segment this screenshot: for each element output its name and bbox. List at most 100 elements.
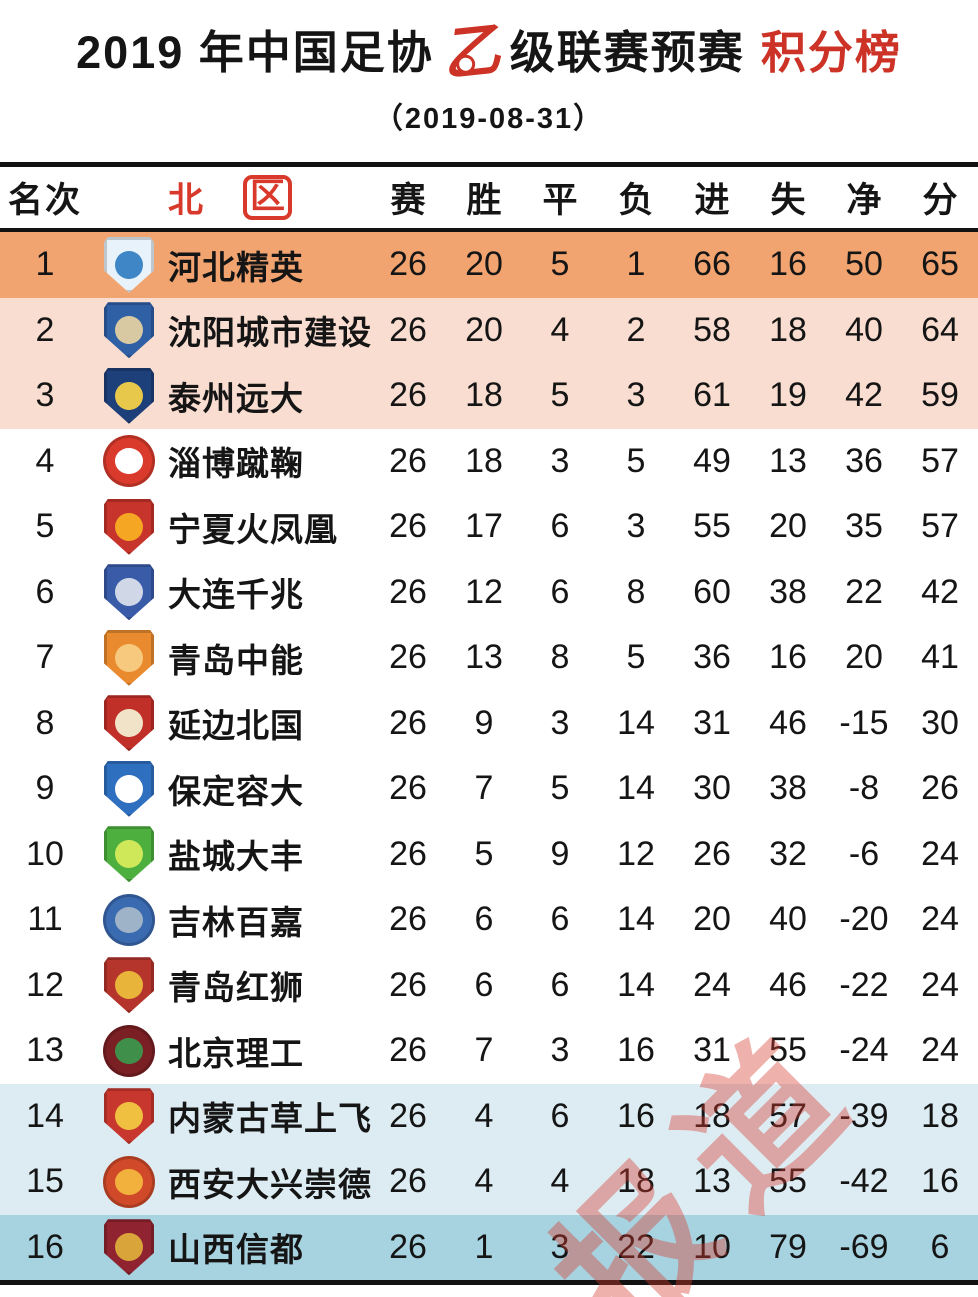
team-crest-inner-icon bbox=[114, 906, 144, 933]
stat-cell: 14 bbox=[617, 769, 655, 808]
team-crest-inner-icon bbox=[115, 250, 143, 279]
stat-cell: 59 bbox=[921, 376, 959, 415]
stat-cell: 12 bbox=[465, 572, 503, 611]
page-title: 2019 年中国足协 乙 级联赛预赛 积分榜 bbox=[0, 17, 978, 88]
stat-column-header: 进 bbox=[694, 181, 730, 220]
stat-column-header: 赛 bbox=[390, 181, 426, 220]
stat-cell: 13 bbox=[769, 441, 807, 480]
stat-cell: 24 bbox=[921, 1031, 959, 1070]
stat-cell: 26 bbox=[389, 703, 427, 742]
stat-cell: 55 bbox=[769, 1162, 807, 1201]
team-crest-icon bbox=[104, 564, 154, 621]
team-logo-cell bbox=[90, 367, 168, 424]
team-name-cell: 青岛中能 bbox=[168, 641, 304, 679]
stat-cell: 20 bbox=[769, 507, 807, 546]
team-crest-inner-icon bbox=[115, 774, 143, 803]
table-row: 16 山西信都 26 1 3 22 10 79 -69 6 bbox=[0, 1214, 978, 1280]
stat-column-header: 失 bbox=[770, 181, 806, 220]
stat-column-header: 分 bbox=[922, 181, 958, 220]
team-crest-icon bbox=[104, 236, 154, 293]
stat-cell: 18 bbox=[769, 310, 807, 349]
team-crest-icon bbox=[104, 957, 154, 1014]
stat-cell: 50 bbox=[845, 245, 883, 284]
stat-cell: 18 bbox=[617, 1162, 655, 1201]
stat-cell: 3 bbox=[550, 703, 570, 742]
team-crest-inner-icon bbox=[115, 381, 143, 410]
stat-cell: 12 bbox=[617, 834, 655, 873]
team-logo-cell bbox=[90, 893, 168, 946]
stat-cell: 6 bbox=[550, 1096, 570, 1135]
team-crest-inner-icon bbox=[114, 1037, 144, 1064]
team-name-cell: 青岛红狮 bbox=[168, 969, 304, 1007]
team-crest-inner-icon bbox=[115, 578, 143, 607]
stat-cell: 20 bbox=[465, 310, 503, 349]
stat-cell: 26 bbox=[389, 965, 427, 1004]
table-row: 11 吉林百嘉 26 6 6 14 20 40 -20 24 bbox=[0, 887, 978, 953]
team-crest-icon bbox=[103, 1155, 155, 1208]
rank-cell: 10 bbox=[26, 834, 64, 873]
stat-cell: 79 bbox=[769, 1227, 807, 1266]
team-crest-icon bbox=[104, 826, 154, 883]
stat-cell: 46 bbox=[769, 965, 807, 1004]
stat-cell: 19 bbox=[769, 376, 807, 415]
stat-cell: 57 bbox=[921, 507, 959, 546]
stat-cell: 20 bbox=[465, 245, 503, 284]
stat-cell: 4 bbox=[550, 1162, 570, 1201]
title-suffix: 级联赛预赛 bbox=[509, 27, 745, 79]
team-crest-inner-icon bbox=[115, 1102, 143, 1131]
table-row: 8 延边北国 26 9 3 14 31 46 -15 30 bbox=[0, 690, 978, 756]
table-row: 6 大连千兆 26 12 6 8 60 38 22 42 bbox=[0, 559, 978, 625]
standings-table: 名次 北 区 赛胜平负进失净分 1 河北精英 26 20 5 1 66 16 50 65 2 沈阳城市… bbox=[0, 162, 978, 1285]
table-row: 5 宁夏火凤凰 26 17 6 3 55 20 35 57 bbox=[0, 494, 978, 560]
rank-cell: 4 bbox=[35, 441, 55, 480]
region-header: 北 区 bbox=[90, 172, 370, 223]
stat-cell: 42 bbox=[845, 376, 883, 415]
stat-cell: 4 bbox=[550, 310, 570, 349]
stat-cell: 26 bbox=[389, 1227, 427, 1266]
team-logo-cell bbox=[90, 236, 168, 293]
stat-cell: 3 bbox=[550, 1227, 570, 1266]
stat-cell: 46 bbox=[769, 703, 807, 742]
stat-cell: 13 bbox=[465, 638, 503, 677]
team-name-cell: 山西信都 bbox=[168, 1231, 304, 1269]
team-name-cell: 吉林百嘉 bbox=[168, 903, 304, 941]
table-row: 14 内蒙古草上飞 26 4 6 16 18 57 -39 18 bbox=[0, 1083, 978, 1149]
stat-cell: 16 bbox=[769, 245, 807, 284]
stat-cell: 3 bbox=[550, 441, 570, 480]
title-block: 2019 年中国足协 乙 级联赛预赛 积分榜 （2019-08-31） bbox=[0, 0, 978, 137]
title-prefix: 2019 年中国足协 bbox=[76, 27, 434, 79]
team-crest-icon bbox=[104, 302, 154, 359]
date-line: （2019-08-31） bbox=[373, 103, 605, 135]
rank-cell: 14 bbox=[26, 1096, 64, 1135]
stat-cell: 57 bbox=[769, 1096, 807, 1135]
rank-column-header: 名次 bbox=[7, 181, 82, 220]
team-name-cell: 北京理工 bbox=[168, 1034, 304, 1072]
stat-cell: 17 bbox=[465, 507, 503, 546]
table-body: 1 河北精英 26 20 5 1 66 16 50 65 2 沈阳城市建设 26 20 4 2 58 18 40 64… bbox=[0, 232, 978, 1280]
stat-cell: 14 bbox=[617, 965, 655, 1004]
stat-cell: 3 bbox=[626, 507, 646, 546]
stat-cell: -24 bbox=[839, 1031, 889, 1070]
stat-cell: 16 bbox=[617, 1031, 655, 1070]
stat-cell: 26 bbox=[389, 769, 427, 808]
table-row: 13 北京理工 26 7 3 16 31 55 -24 24 bbox=[0, 1018, 978, 1084]
stat-cell: 26 bbox=[389, 441, 427, 480]
team-name-cell: 宁夏火凤凰 bbox=[168, 510, 338, 548]
rank-cell: 5 bbox=[35, 507, 55, 546]
team-crest-inner-icon bbox=[115, 512, 143, 541]
stat-cell: 13 bbox=[693, 1162, 731, 1201]
stat-cell: 55 bbox=[693, 507, 731, 546]
stat-cell: 5 bbox=[550, 769, 570, 808]
rank-cell: 8 bbox=[35, 703, 55, 742]
rank-cell: 13 bbox=[26, 1031, 64, 1070]
league-logo-character: 乙 bbox=[438, 17, 505, 88]
stat-cell: 16 bbox=[617, 1096, 655, 1135]
team-crest-inner-icon bbox=[115, 709, 143, 738]
stat-cell: 14 bbox=[617, 900, 655, 939]
stat-cell: 41 bbox=[921, 638, 959, 677]
stat-cell: 5 bbox=[626, 441, 646, 480]
stat-cell: 26 bbox=[389, 1031, 427, 1070]
stat-cell: 26 bbox=[389, 1162, 427, 1201]
stat-cell: 32 bbox=[769, 834, 807, 873]
